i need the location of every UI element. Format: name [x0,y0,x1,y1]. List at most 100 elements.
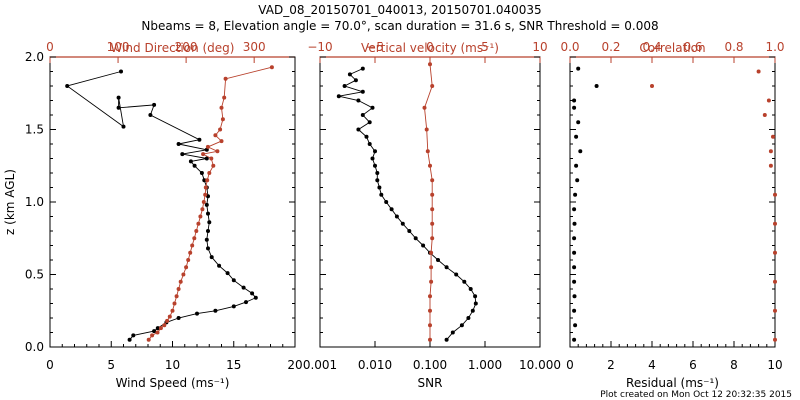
top-tick-label: −5 [366,40,384,54]
data-point-SNR [450,330,455,335]
data-point-SNR [394,214,399,219]
data-point-SNR [407,229,412,233]
bottom-axis-label: SNR [418,376,443,390]
data-point-SNR [370,105,375,110]
data-point-SNR [375,171,380,175]
data-point-vertical-velocity [430,84,435,88]
data-point-wind-direction [211,163,216,168]
data-point-wind-direction [188,250,193,255]
data-point-wind-speed [207,220,212,225]
data-point-SNR [347,72,352,77]
series-line-wind-direction [148,66,273,341]
data-point-wind-speed [202,178,207,183]
data-point-wind-direction [194,229,199,233]
data-point-vertical-velocity [428,294,432,299]
data-point-wind-speed [176,316,181,320]
data-point-wind-speed [199,171,204,175]
data-point-wind-direction [215,149,220,154]
data-point-residual [572,236,577,241]
data-point-vertical-velocity [428,163,432,168]
top-tick-label: −10 [307,40,332,54]
data-point-wind-direction [203,192,208,197]
data-point-vertical-velocity [430,236,435,241]
data-point-wind-speed [204,202,209,207]
data-point-vertical-velocity [428,337,432,342]
data-point-SNR [353,78,358,83]
data-point-wind-direction [203,185,208,190]
data-point-wind-speed [253,295,258,300]
data-point-correlation [773,308,777,313]
data-point-wind-direction [218,127,223,132]
data-point-vertical-velocity [428,323,432,328]
chart-subtitle: Nbeams = 8, Elevation angle = 70.0°, sca… [141,19,658,33]
data-point-correlation [768,163,773,168]
data-point-residual [572,250,577,255]
data-point-wind-speed [119,69,123,74]
data-point-correlation [766,98,771,103]
top-tick-label: 1.0 [765,40,784,54]
data-point-residual [572,105,577,110]
data-point-vertical-velocity [430,207,435,212]
top-tick-label: 0 [46,40,54,54]
panel-vertical-velocity: 0.001 0.010 0.100 1.000 10.000 −10 −5 0 5 10 SNR Ve… [303,40,561,390]
data-point-wind-direction [205,144,210,149]
data-point-wind-speed [204,156,209,161]
data-point-correlation [773,192,777,197]
top-tick-label: 100 [107,40,130,54]
bottom-axis-label: Residual (ms⁻¹) [626,376,719,390]
data-point-wind-speed [206,246,210,251]
data-point-SNR [367,142,372,146]
data-point-wind-direction [269,65,274,70]
data-point-vertical-velocity [429,279,434,284]
data-point-wind-direction [167,314,172,319]
data-point-wind-direction [213,133,218,138]
data-point-wind-direction [186,258,191,262]
data-point-correlation [771,134,775,139]
data-point-correlation [756,69,761,74]
data-point-wind-speed [131,333,136,338]
top-axis-label: Vertical velocity (ms⁻¹) [361,41,499,55]
data-point-wind-speed [155,326,160,331]
data-point-SNR [454,272,459,277]
y-tick-label: 0.0 [25,340,44,354]
data-point-residual [572,279,577,284]
data-point-SNR [370,156,375,161]
data-point-correlation [768,149,773,154]
top-tick-label: 0.2 [601,40,620,54]
plot-created-footer: Plot created on Mon Oct 12 20:32:35 2015 [600,390,792,400]
data-point-wind-speed [121,124,126,129]
data-point-vertical-velocity [425,149,430,154]
y-tick-label: 1.0 [25,195,44,209]
bottom-tick-label: 15 [226,358,241,372]
data-point-wind-direction [181,272,186,277]
data-point-SNR [379,192,384,197]
y-tick-label: 2.0 [25,50,44,64]
data-point-residual [572,265,577,270]
data-point-wind-speed [148,113,153,117]
data-point-SNR [421,243,426,248]
data-point-wind-speed [250,291,255,296]
data-point-wind-direction [170,308,175,313]
bottom-tick-label: 2 [607,358,615,372]
data-point-wind-speed [152,329,157,334]
data-point-wind-direction [162,323,167,328]
data-point-wind-speed [197,137,202,142]
data-point-residual [572,294,577,299]
data-point-wind-speed [116,105,121,110]
data-point-vertical-velocity [428,308,432,313]
data-point-SNR [473,294,478,299]
data-point-wind-direction [165,318,170,323]
top-tick-label: 10 [532,40,547,54]
data-point-wind-direction [209,156,214,161]
data-point-residual [574,163,579,168]
data-point-residual [572,221,577,226]
data-point-vertical-velocity [430,221,435,226]
data-point-wind-direction [192,236,197,241]
data-point-SNR [436,258,440,262]
bottom-tick-label: 0 [46,358,54,372]
bottom-tick-label: 0 [566,358,574,372]
data-point-wind-direction [158,326,163,331]
data-point-wind-direction [172,301,177,306]
data-point-wind-speed [213,308,218,313]
